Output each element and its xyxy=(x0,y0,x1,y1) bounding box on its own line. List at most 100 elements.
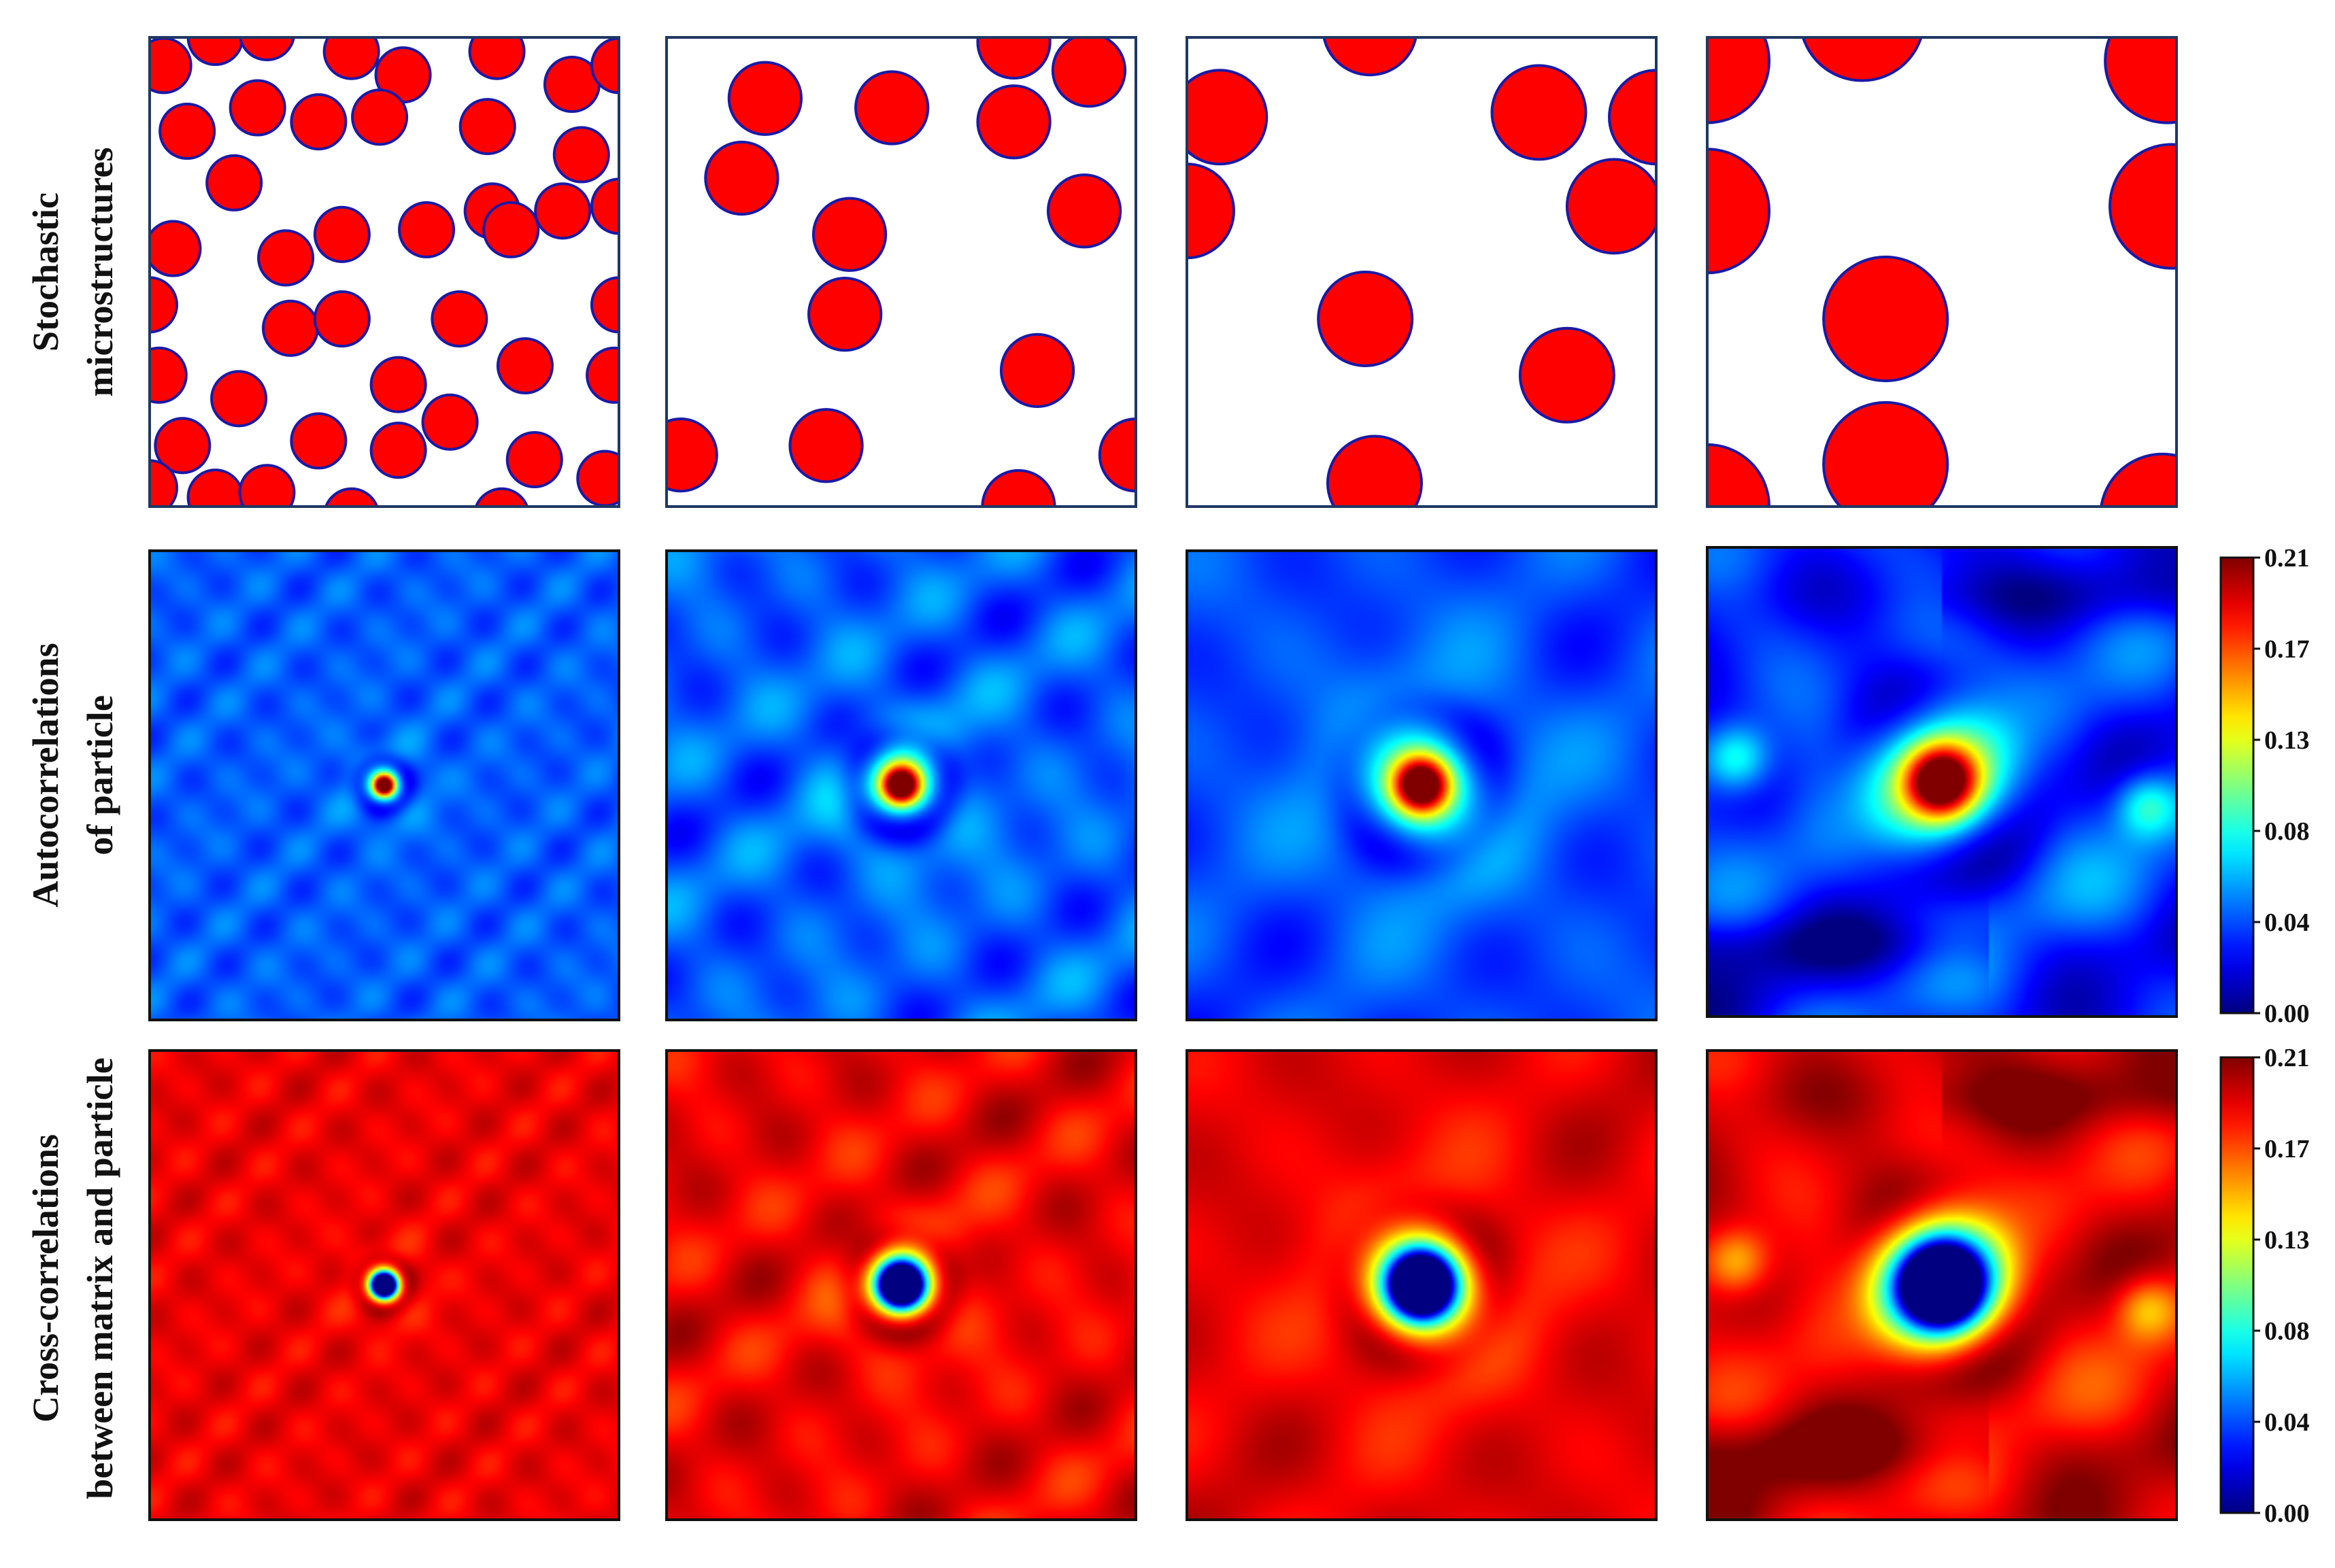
autocorrelation-panel-2 xyxy=(665,549,1137,1021)
particle-1-2 xyxy=(186,37,244,67)
colorbar-tick-label: 0.17 xyxy=(2264,1135,2310,1163)
microstructure-panels xyxy=(148,36,2178,508)
autocorrelation-panels xyxy=(148,546,2178,1021)
cross-correlation-panel-3 xyxy=(1186,1049,1658,1521)
particle-2-3 xyxy=(976,84,1052,160)
particle-1-11 xyxy=(290,93,348,151)
colorbar-tick-label: 0.21 xyxy=(2264,544,2310,573)
particle-2-2 xyxy=(854,70,930,146)
autocorrelation-map-2 xyxy=(667,551,1136,1020)
particle-1-32 xyxy=(586,346,619,404)
particle-1-4 xyxy=(322,37,380,80)
cross-correlation-map-3 xyxy=(1187,1051,1656,1520)
particle-4-1 xyxy=(1707,37,1771,124)
particle-4-2 xyxy=(1801,37,1923,82)
particle-2-7 xyxy=(811,197,888,272)
cross-correlation-panel-1 xyxy=(148,1049,620,1521)
particle-2-9 xyxy=(807,276,883,352)
particle-1-6 xyxy=(468,37,526,80)
particle-1-36 xyxy=(369,422,427,479)
particle-1-41 xyxy=(186,468,244,507)
particle-1-20 xyxy=(257,229,315,287)
autocorrelation-map-1 xyxy=(150,551,619,1020)
particle-2-8 xyxy=(1046,173,1122,249)
particle-2-4 xyxy=(1051,37,1127,108)
colorbar-tick-label: 0.00 xyxy=(2264,1000,2310,1028)
particle-1-40 xyxy=(150,459,179,507)
particle-1-30 xyxy=(150,346,188,404)
particle-3-1 xyxy=(1322,37,1417,77)
colorbar-gradient xyxy=(2219,1056,2255,1514)
colorbar-tick-label: 0.00 xyxy=(2264,1499,2310,1528)
row-label-autocorrelations-line1: Autocorrelations xyxy=(25,643,66,908)
particle-1-27 xyxy=(431,290,488,348)
cross-correlation-map-4 xyxy=(1707,1051,2177,1520)
colorbar-gradient xyxy=(2219,556,2255,1015)
row-label-microstructures: Stochastic microstructures xyxy=(25,148,120,397)
particle-1-24 xyxy=(150,276,179,334)
particle-1-9 xyxy=(158,102,216,160)
colorbars: 0.21 0.17 0.13 0.08 0.04 0.00 0.21 0.17 0.13 0.08… xyxy=(2219,544,2310,1528)
row-label-cross-correlations: Cross-correlations between matrix and pa… xyxy=(25,1057,120,1499)
particle-1-19 xyxy=(150,220,202,277)
particle-2-5 xyxy=(976,37,1052,80)
particle-3-5 xyxy=(1565,158,1656,255)
particle-1-23 xyxy=(482,201,540,258)
colorbar-1: 0.21 0.17 0.13 0.08 0.04 0.00 xyxy=(2219,544,2310,1028)
particle-1-38 xyxy=(505,430,563,489)
particle-1-12 xyxy=(351,88,409,146)
particle-1-25 xyxy=(261,299,320,357)
colorbar-2: 0.21 0.17 0.13 0.08 0.04 0.00 xyxy=(2219,1044,2310,1528)
particle-2-10 xyxy=(999,333,1075,409)
particle-1-14 xyxy=(552,126,610,184)
particle-4-4 xyxy=(1707,148,1771,275)
autocorrelation-panel-1 xyxy=(148,549,620,1021)
particle-3-6 xyxy=(1187,163,1235,260)
particle-1-43 xyxy=(324,487,379,507)
particle-3-3 xyxy=(1490,64,1588,161)
particle-1-3 xyxy=(239,37,295,62)
autocorrelation-map-4 xyxy=(1707,547,2177,1017)
particle-1-31 xyxy=(369,356,427,413)
particle-1-42 xyxy=(238,464,296,507)
microstructure-panel-3 xyxy=(1186,36,1658,508)
autocorrelation-map-3 xyxy=(1187,551,1656,1020)
particle-3-7 xyxy=(1317,271,1414,367)
colorbar-tick-label: 0.21 xyxy=(2264,1044,2310,1072)
colorbar-tick-label: 0.04 xyxy=(2264,1408,2310,1437)
particle-4-7 xyxy=(1822,400,1949,507)
particle-1-1 xyxy=(150,37,192,95)
particle-1-37 xyxy=(154,417,212,475)
particle-1-26 xyxy=(313,290,371,348)
row-label-autocorrelations-line2: of particle xyxy=(80,695,120,855)
particle-4-5 xyxy=(2109,143,2177,270)
particle-1-34 xyxy=(421,393,479,451)
colorbar-tick-label: 0.04 xyxy=(2264,908,2310,937)
cross-correlation-panel-2 xyxy=(665,1049,1137,1521)
cross-correlation-panel-4 xyxy=(1706,1049,2178,1521)
colorbar-tick-label: 0.08 xyxy=(2264,1317,2310,1346)
particle-2-1 xyxy=(727,61,803,136)
microstructure-panel-4 xyxy=(1706,36,2178,508)
autocorrelation-panel-4 xyxy=(1706,546,2178,1018)
particle-1-44 xyxy=(474,487,529,507)
cross-correlation-panels xyxy=(148,1049,2178,1521)
particle-3-4 xyxy=(1608,69,1656,166)
particle-1-15 xyxy=(205,154,263,211)
row-label-cross-correlations-line1: Cross-correlations xyxy=(25,1134,66,1422)
particle-4-9 xyxy=(2100,452,2177,507)
particle-1-29 xyxy=(496,337,554,395)
row-label-autocorrelations: Autocorrelations of particle xyxy=(25,643,120,908)
row-label-microstructures-line2: microstructures xyxy=(80,148,120,397)
row-label-microstructures-line1: Stochastic xyxy=(25,192,66,352)
particle-2-12 xyxy=(788,408,864,483)
particle-3-2 xyxy=(1187,69,1269,166)
particle-2-11 xyxy=(667,417,718,493)
colorbar-tick-label: 0.13 xyxy=(2264,1226,2310,1255)
colorbar-tick-label: 0.17 xyxy=(2264,635,2310,664)
particle-4-6 xyxy=(1822,255,1949,383)
cross-correlation-map-1 xyxy=(150,1051,619,1520)
particle-3-8 xyxy=(1518,326,1615,424)
particle-1-33 xyxy=(210,370,268,428)
